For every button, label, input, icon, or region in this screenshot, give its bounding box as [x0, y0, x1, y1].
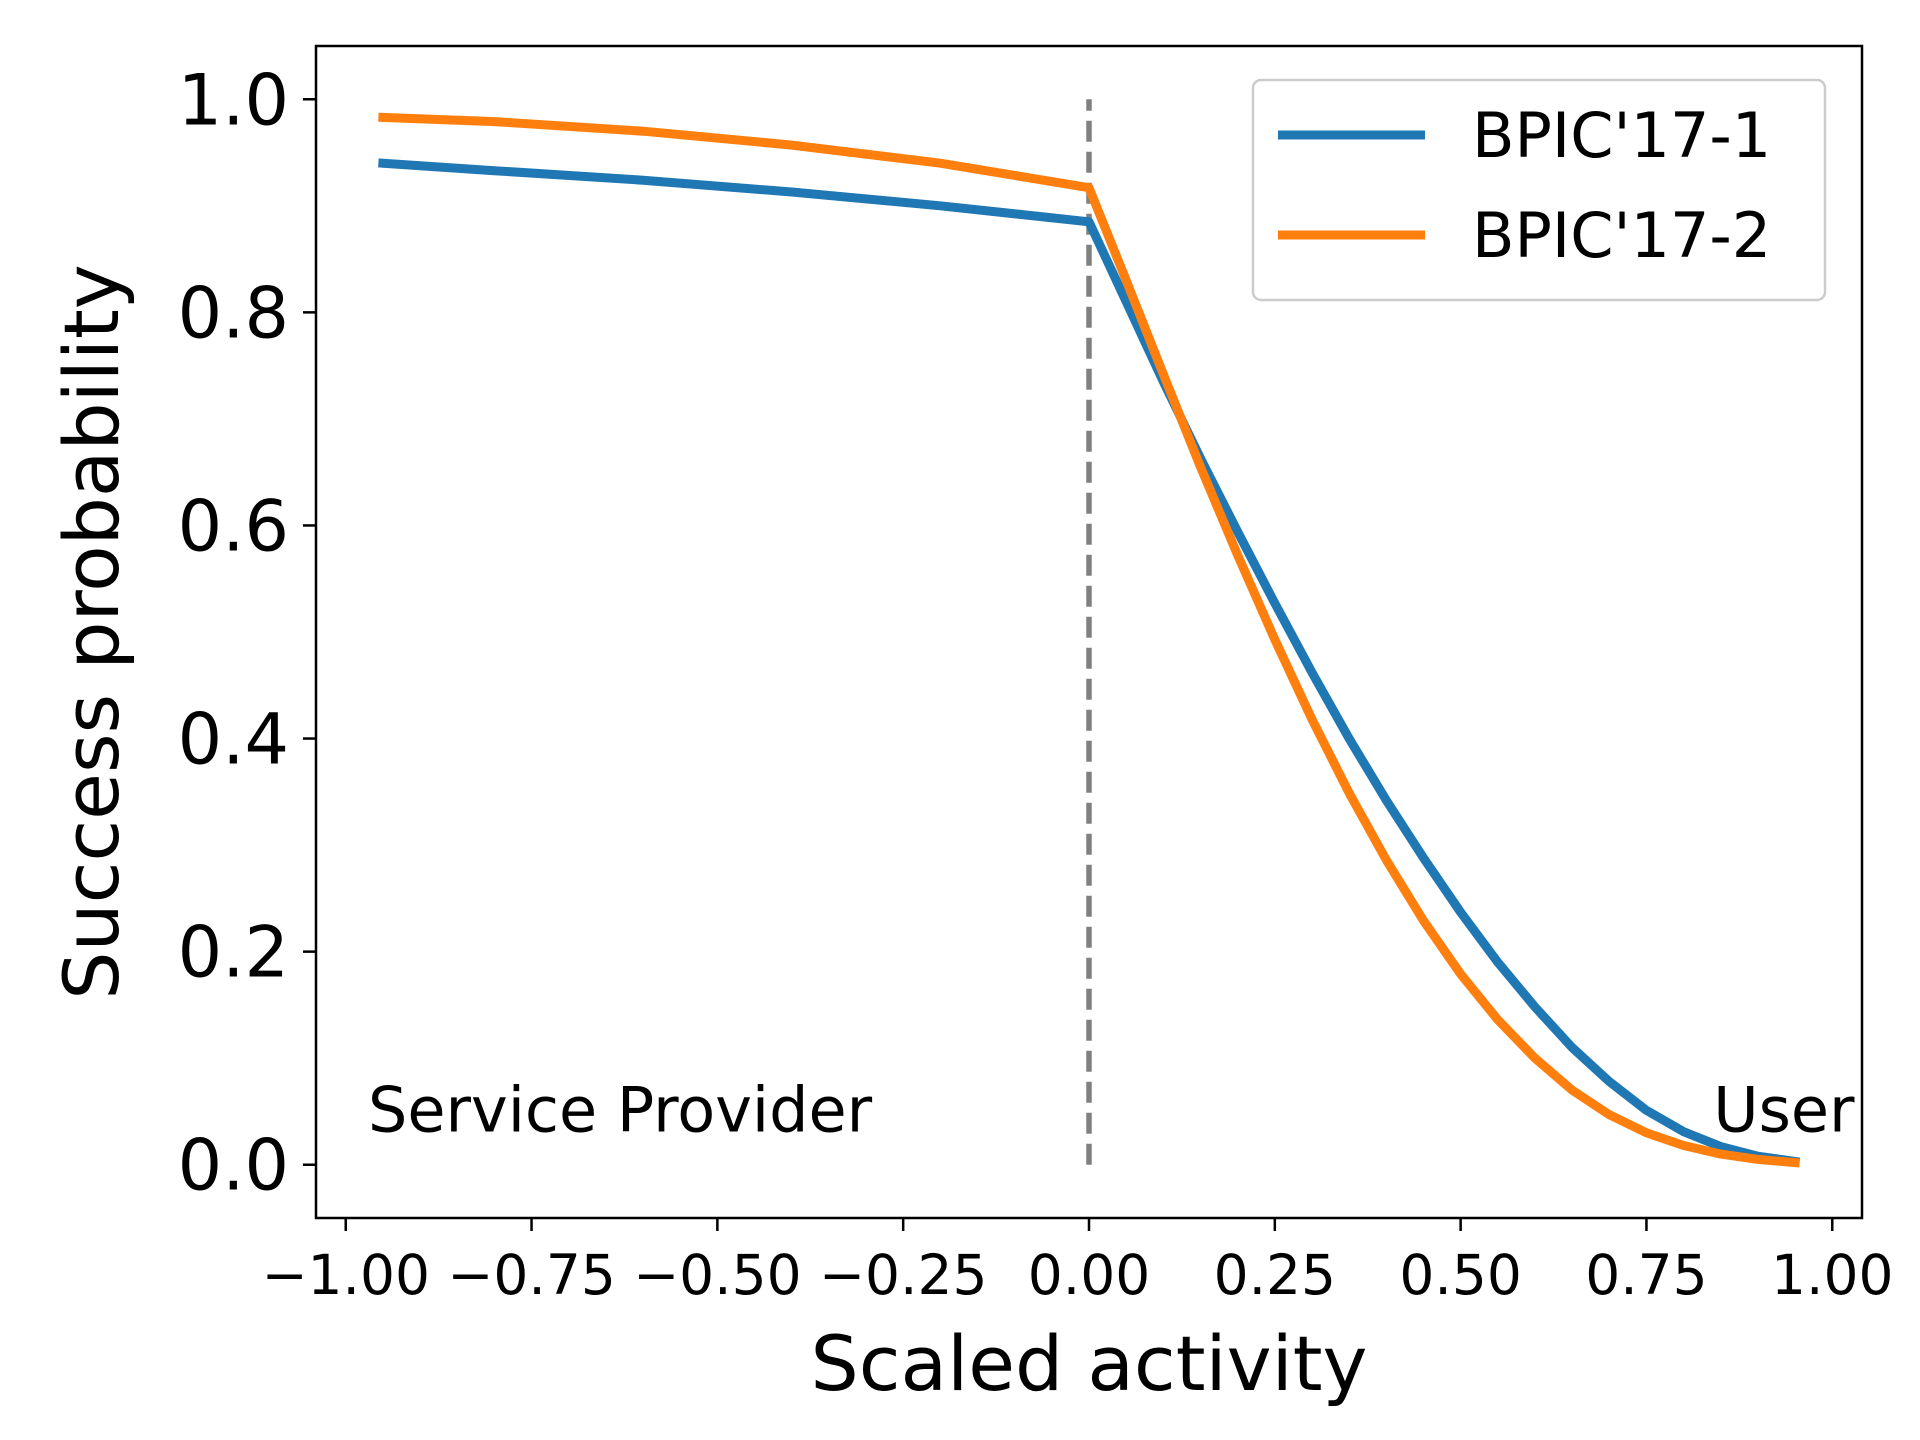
y-tick-label: 0.0 — [178, 1125, 289, 1207]
y-tick-label: 0.8 — [178, 272, 289, 354]
y-axis-label: Success probability — [47, 264, 136, 1000]
x-tick-label: −1.00 — [261, 1243, 430, 1307]
y-axis: 0.0 0.2 0.4 0.6 0.8 1.0 — [178, 59, 316, 1207]
y-tick-label: 0.4 — [178, 699, 289, 781]
x-tick-label: 0.50 — [1399, 1243, 1521, 1307]
x-tick-label: −0.75 — [447, 1243, 616, 1307]
y-tick-label: 0.2 — [178, 912, 289, 994]
legend-label-2: BPIC'17-2 — [1472, 199, 1771, 272]
legend-label-1: BPIC'17-1 — [1472, 99, 1771, 172]
x-tick-label: 1.00 — [1771, 1243, 1893, 1307]
plot-area — [378, 99, 1801, 1168]
series-line-2 — [378, 112, 1800, 1168]
x-axis: −1.00 −0.75 −0.50 −0.25 0.00 0.25 0.50 0.75 1.00 — [261, 1218, 1894, 1307]
annotations: Service Provider User — [368, 1073, 1855, 1146]
y-tick-label: 0.6 — [178, 485, 289, 567]
annotation-user: User — [1713, 1073, 1855, 1146]
x-tick-label: 0.00 — [1028, 1243, 1150, 1307]
series-line-1 — [378, 158, 1801, 1167]
x-tick-label: 0.25 — [1214, 1243, 1336, 1307]
x-axis-label: Scaled activity — [810, 1319, 1367, 1408]
x-tick-label: −0.25 — [819, 1243, 988, 1307]
x-tick-label: −0.50 — [633, 1243, 802, 1307]
y-tick-label: 1.0 — [178, 59, 289, 141]
legend: BPIC'17-1 BPIC'17-2 — [1251, 78, 1827, 302]
annotation-service-provider: Service Provider — [368, 1073, 873, 1146]
x-tick-label: 0.75 — [1585, 1243, 1707, 1307]
